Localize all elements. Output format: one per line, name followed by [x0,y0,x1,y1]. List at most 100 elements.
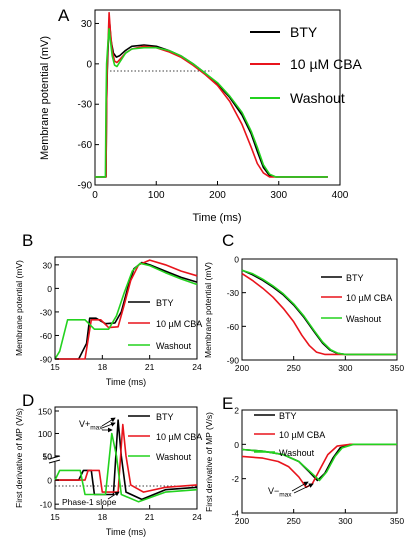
vplus-arrow-1 [101,417,116,427]
panel-b-x-ticks: 15 18 21 24 [50,355,202,372]
y-tick-label: 0 [47,284,52,294]
x-tick-label: 350 [390,516,404,526]
x-tick-label: 300 [270,190,287,201]
trace-b-10-m-cba [55,259,198,360]
x-tick-label: 15 [50,512,60,522]
panel-label-b: B [22,231,33,250]
y-tick-label: 50 [43,451,53,461]
legend-a-label-washout: Washout [290,90,345,106]
panel-d-traces [54,419,198,503]
legend-e-label-cba: 10 µM CBA [279,430,325,440]
x-tick-label: 300 [338,363,352,373]
trace-e-washout [241,443,397,482]
legend-b-label-cba: 10 µM CBA [156,319,202,329]
panel-b-frame [54,256,198,360]
phase1-arrow [107,491,120,500]
y-tick-label: 30 [81,19,93,30]
trace-c-washout [241,269,397,356]
x-tick-label: 0 [92,190,98,201]
x-tick-label: 400 [332,190,349,201]
y-tick-label: -10 [40,500,53,510]
x-tick-label: 200 [235,363,249,373]
panel-d-axis-break [48,455,61,464]
y-tick-label: -4 [231,509,239,519]
trace-a-10-m-cba [95,11,328,178]
x-tick-label: 100 [148,190,165,201]
y-tick-label: 150 [38,407,52,417]
legend-a-label-cba: 10 µM CBA [290,56,363,72]
y-tick-label: -60 [78,140,93,151]
y-tick-label: -90 [78,181,93,192]
y-tick-label: 0 [234,440,239,450]
legend-d-label-washout: Washout [156,452,192,462]
vminus-annotation: V−max [268,481,314,499]
x-tick-label: 15 [50,362,60,372]
panel-d-legend: BTY 10 µM CBA Washout [128,412,202,462]
legend-b-label-washout: Washout [156,341,192,351]
legend-c-label-cba: 10 µM CBA [346,293,392,303]
panel-c-y-ticks: -90 -60 -30 0 [227,255,246,366]
legend-a-label-bty: BTY [290,24,318,40]
trace-e-bty [241,443,397,482]
x-tick-label: 24 [192,512,202,522]
panel-e-ylabel: First derivative of MP (V/s) [204,412,214,512]
trace-b-bty [55,261,198,360]
panel-label-a: A [58,6,70,25]
x-tick-label: 21 [145,362,155,372]
trace-d-bty [55,419,198,501]
panel-label-d: D [22,391,34,410]
panel-a-legend: BTY 10 µM CBA Washout [250,24,363,106]
panel-c-ylabel: Membrane potential (mV) [203,262,213,358]
vplus-label: V+max [79,419,103,432]
y-tick-label: -30 [227,288,240,298]
vplus-arrow-2 [101,422,116,429]
x-tick-label: 21 [145,512,155,522]
panel-e-traces [241,443,397,489]
y-tick-label: 10 [43,451,53,461]
legend-d-label-bty: BTY [156,412,174,422]
panel-c-frame [241,258,398,361]
panel-b-xlabel: Time (ms) [106,377,146,387]
vplus-annotation: V+max [79,417,116,433]
panel-c-x-ticks: 200 250 300 350 [235,356,404,373]
phase1-annotation: Phase-1 slope [62,491,120,507]
y-tick-label: 0 [47,476,52,486]
legend-e-label-bty: BTY [279,411,297,421]
panel-d-ylabel: First derivative of MP (V/s) [14,408,24,508]
trace-c-bty [241,269,397,356]
panel-a-y-ticks: -90 -60 -30 0 30 [78,19,99,192]
panel-c-traces [241,269,397,356]
y-tick-label: 0 [86,59,92,70]
y-tick-label: -90 [40,355,53,365]
trace-a-washout [95,27,328,178]
panel-d-xlabel: Time (ms) [106,527,146,537]
x-tick-label: 200 [209,190,226,201]
legend-c-label-bty: BTY [346,273,364,283]
vminus-label: V−max [268,486,292,499]
panel-e-legend: BTY 10 µM CBA Washout [254,411,325,458]
x-tick-label: 200 [235,516,249,526]
vminus-arrow-2 [293,483,314,494]
panel-e: 200 250 300 350 -4 -2 0 2 First derivative of … [204,406,404,527]
y-tick-label: -60 [40,331,53,341]
panel-b-ylabel: Membrane potential (mV) [14,260,24,356]
panel-e-x-ticks: 200 250 300 350 [235,509,404,526]
trace-c-10-m-cba [241,272,397,356]
panel-c: 200 250 300 350 -90 -60 -30 0 Membrane potenti… [203,255,404,374]
y-tick-label: -30 [78,100,93,111]
x-tick-label: 250 [287,363,301,373]
x-tick-label: 250 [287,516,301,526]
y-tick-label: 2 [234,406,239,416]
panel-a-ylabel: Membrane potential (mV) [39,36,51,160]
panel-d-x-ticks: 15 18 21 24 [50,505,202,522]
trace-d-10-m-cba [55,423,198,493]
panel-label-e: E [222,394,233,413]
x-tick-label: 24 [192,362,202,372]
y-tick-label: 30 [43,260,53,270]
panel-a-x-ticks: 0 100 200 300 400 [92,181,349,201]
legend-d-label-cba: 10 µM CBA [156,432,202,442]
y-tick-label: -30 [40,307,53,317]
trace-d-washout [54,432,198,503]
